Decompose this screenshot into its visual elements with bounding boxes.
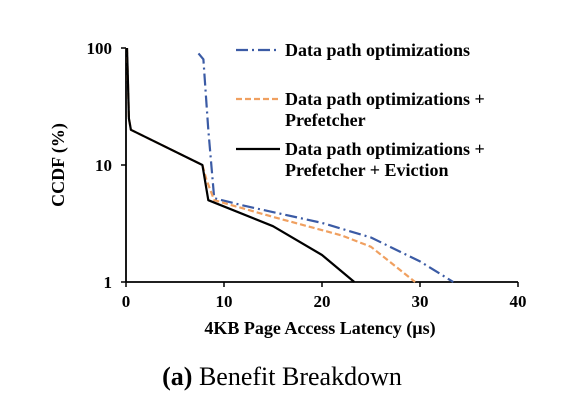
caption-text: Benefit Breakdown (192, 362, 401, 391)
legend-label-3: Data path optimizations + Prefetcher + Ev… (285, 139, 485, 180)
x-axis-label: 4KB Page Access Latency (µs) (204, 318, 435, 339)
figure-caption: (a) Benefit Breakdown (162, 362, 402, 391)
legend-label-line: Data path optimizations + (285, 139, 485, 159)
legend-label-1: Data path optimizations (285, 40, 470, 60)
x-tick-label: 0 (122, 292, 131, 311)
series-lines (125, 47, 454, 283)
legend-label-line: Data path optimizations (285, 40, 470, 60)
legend-label-line: Prefetcher + Eviction (285, 160, 449, 180)
y-tick-labels: 1 10 100 (87, 39, 126, 292)
y-axis-label: CCDF (%) (48, 123, 69, 207)
y-tick-label: 100 (87, 39, 113, 58)
x-tick-label: 10 (216, 292, 233, 311)
legend-label-line: Data path optimizations + (285, 89, 485, 109)
caption-label: (a) (162, 362, 192, 391)
y-tick-label: 1 (104, 273, 113, 292)
legend: Data path optimizations Data path optimiz… (236, 40, 485, 180)
x-tick-label: 30 (412, 292, 429, 311)
legend-label-line: Prefetcher (285, 110, 366, 130)
x-tick-label: 40 (510, 292, 527, 311)
x-tick-labels: 0 10 20 30 40 (122, 282, 527, 311)
series-line-3 (125, 47, 356, 283)
x-tick-label: 20 (314, 292, 331, 311)
legend-label-2: Data path optimizations + Prefetcher (285, 89, 485, 130)
y-tick-label: 10 (95, 156, 112, 175)
series-line-1 (197, 52, 454, 283)
